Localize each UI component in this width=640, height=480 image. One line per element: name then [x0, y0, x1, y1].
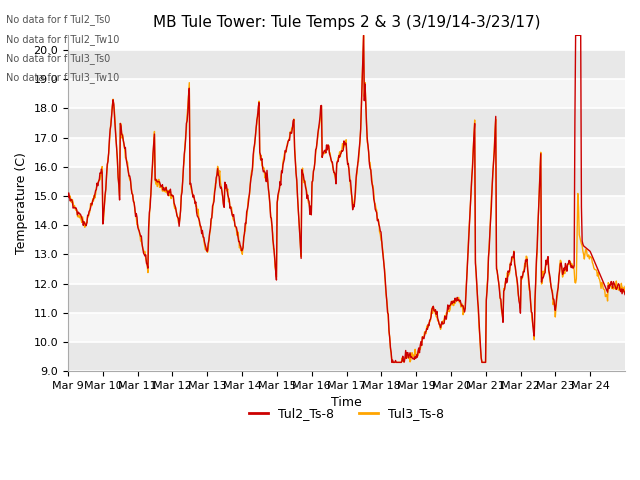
Bar — [68, 313, 625, 342]
Bar — [68, 167, 625, 196]
Title: MB Tule Tower: Tule Temps 2 & 3 (3/19/14-3/23/17): MB Tule Tower: Tule Temps 2 & 3 (3/19/14… — [153, 15, 540, 30]
Text: No data for f Tul2_Ts0: No data for f Tul2_Ts0 — [6, 14, 111, 25]
Bar — [68, 50, 625, 79]
Bar — [68, 225, 625, 254]
Text: No data for f Tul2_Tw10: No data for f Tul2_Tw10 — [6, 34, 120, 45]
Bar — [68, 284, 625, 313]
Bar — [68, 342, 625, 371]
Bar — [68, 108, 625, 138]
Bar — [68, 254, 625, 284]
Text: No data for f Tul3_Ts0: No data for f Tul3_Ts0 — [6, 53, 111, 64]
Y-axis label: Temperature (C): Temperature (C) — [15, 152, 28, 254]
Bar — [68, 196, 625, 225]
Legend: Tul2_Ts-8, Tul3_Ts-8: Tul2_Ts-8, Tul3_Ts-8 — [244, 402, 449, 425]
Bar — [68, 79, 625, 108]
Text: No data for f Tul3_Tw10: No data for f Tul3_Tw10 — [6, 72, 120, 83]
Bar — [68, 138, 625, 167]
X-axis label: Time: Time — [331, 396, 362, 409]
